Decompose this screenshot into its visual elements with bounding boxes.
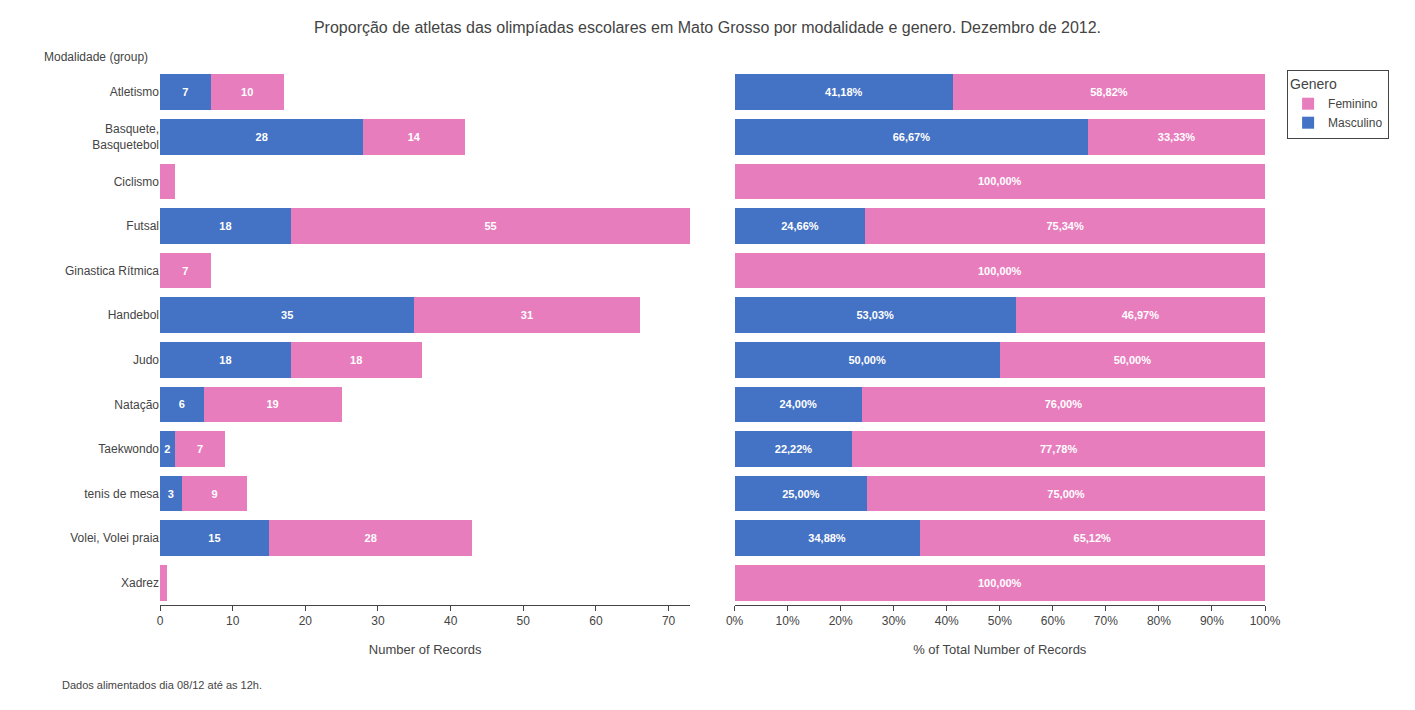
svg-text:22,22%: 22,22% [775,443,813,455]
svg-text:Judo: Judo [133,353,159,367]
svg-text:70: 70 [662,614,676,628]
svg-text:tenis de mesa: tenis de mesa [84,487,159,501]
svg-text:24,66%: 24,66% [781,220,819,232]
svg-text:80%: 80% [1147,614,1171,628]
svg-text:77,78%: 77,78% [1040,443,1078,455]
svg-text:15: 15 [208,532,220,544]
svg-text:Ciclismo: Ciclismo [114,175,160,189]
svg-text:66,67%: 66,67% [893,131,931,143]
svg-text:40: 40 [444,614,458,628]
svg-text:100,00%: 100,00% [978,577,1022,589]
svg-text:Xadrez: Xadrez [121,576,159,590]
svg-text:Modalidade (group): Modalidade (group) [44,50,148,64]
svg-text:46,97%: 46,97% [1122,309,1160,321]
svg-text:58,82%: 58,82% [1090,86,1128,98]
svg-text:Dados alimentados dia 08/12 at: Dados alimentados dia 08/12 até as 12h. [62,679,262,691]
svg-text:7: 7 [182,86,188,98]
svg-text:30%: 30% [882,614,906,628]
svg-text:75,34%: 75,34% [1046,220,1084,232]
svg-text:10: 10 [241,86,253,98]
svg-text:60: 60 [589,614,603,628]
svg-text:Proporção de atletas das olimp: Proporção de atletas das olimpíadas esco… [314,19,1101,36]
svg-text:Basquete,Basquetebol: Basquete,Basquetebol [92,122,159,152]
svg-text:Volei, Volei praia: Volei, Volei praia [70,531,159,545]
svg-text:34,88%: 34,88% [808,532,846,544]
svg-text:90%: 90% [1200,614,1224,628]
svg-text:33,33%: 33,33% [1158,131,1196,143]
svg-text:50,00%: 50,00% [848,354,886,366]
svg-text:2: 2 [164,443,170,455]
svg-text:7: 7 [197,443,203,455]
svg-text:100,00%: 100,00% [978,265,1022,277]
svg-text:Atletismo: Atletismo [110,85,160,99]
svg-text:40%: 40% [935,614,959,628]
svg-text:31: 31 [521,309,533,321]
svg-text:30: 30 [371,614,385,628]
svg-text:Handebol: Handebol [108,308,159,322]
svg-text:70%: 70% [1094,614,1118,628]
svg-text:0%: 0% [726,614,744,628]
svg-text:Number of Records: Number of Records [369,642,482,657]
svg-text:6: 6 [179,398,185,410]
svg-text:75,00%: 75,00% [1047,488,1085,500]
svg-text:% of Total Number of Records: % of Total Number of Records [913,642,1087,657]
svg-text:3: 3 [168,488,174,500]
svg-text:50,00%: 50,00% [1114,354,1152,366]
svg-text:100,00%: 100,00% [978,175,1022,187]
svg-text:24,00%: 24,00% [779,398,817,410]
svg-text:18: 18 [219,354,231,366]
svg-text:Natação: Natação [114,398,159,412]
svg-text:Futsal: Futsal [126,219,159,233]
svg-text:50%: 50% [988,614,1012,628]
svg-text:28: 28 [365,532,377,544]
svg-text:65,12%: 65,12% [1074,532,1112,544]
svg-text:Taekwondo: Taekwondo [98,442,159,456]
svg-text:10: 10 [226,614,240,628]
svg-text:18: 18 [350,354,362,366]
svg-text:0: 0 [157,614,164,628]
svg-text:41,18%: 41,18% [825,86,863,98]
svg-text:20%: 20% [829,614,853,628]
svg-text:50: 50 [517,614,531,628]
svg-text:35: 35 [281,309,293,321]
svg-text:Ginastica Rítmica: Ginastica Rítmica [65,264,159,278]
svg-text:25,00%: 25,00% [782,488,820,500]
svg-text:10%: 10% [776,614,800,628]
svg-text:7: 7 [182,265,188,277]
svg-text:Feminino: Feminino [1328,97,1378,111]
svg-text:20: 20 [299,614,313,628]
svg-text:60%: 60% [1041,614,1065,628]
svg-text:9: 9 [211,488,217,500]
svg-text:100%: 100% [1250,614,1281,628]
svg-text:18: 18 [219,220,231,232]
svg-text:53,03%: 53,03% [856,309,894,321]
svg-text:Genero: Genero [1290,76,1337,92]
svg-text:76,00%: 76,00% [1045,398,1083,410]
svg-text:28: 28 [256,131,268,143]
svg-text:19: 19 [266,398,278,410]
svg-text:55: 55 [484,220,496,232]
svg-text:Masculino: Masculino [1328,116,1382,130]
svg-text:14: 14 [408,131,421,143]
